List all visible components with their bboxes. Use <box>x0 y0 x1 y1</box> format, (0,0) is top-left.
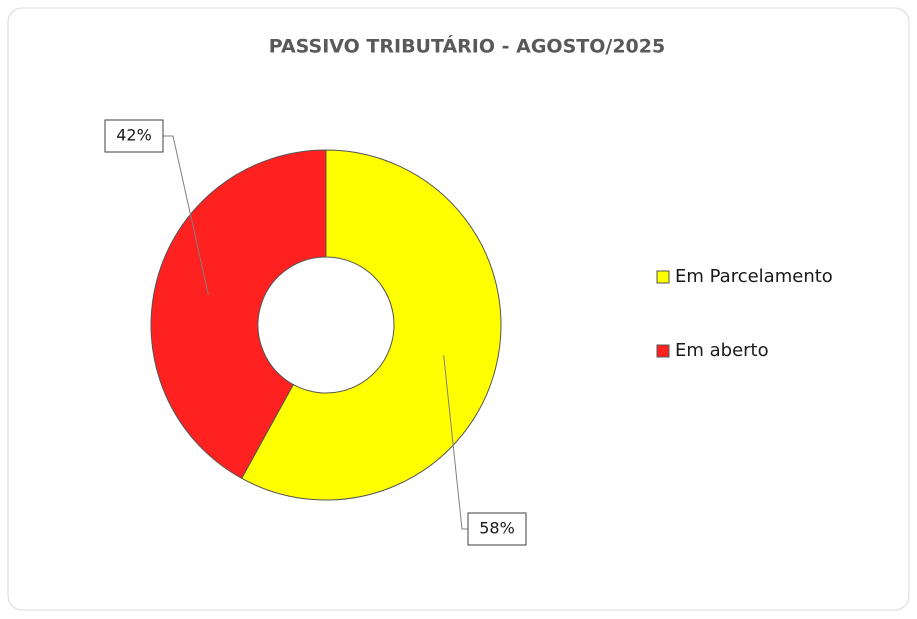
data-label: 58% <box>479 519 515 538</box>
donut-segment <box>241 149 502 501</box>
legend-label: Em aberto <box>675 340 769 361</box>
legend-label: Em Parcelamento <box>675 266 833 287</box>
leader-line <box>163 135 209 295</box>
legend-swatch <box>656 270 670 284</box>
data-label: 42% <box>116 126 152 145</box>
legend-swatch <box>656 344 670 358</box>
data-label-box <box>467 512 527 546</box>
data-label-box <box>104 119 164 153</box>
chart-title: PASSIVO TRIBUTÁRIO - AGOSTO/2025 <box>269 35 665 58</box>
leader-line <box>443 355 468 530</box>
